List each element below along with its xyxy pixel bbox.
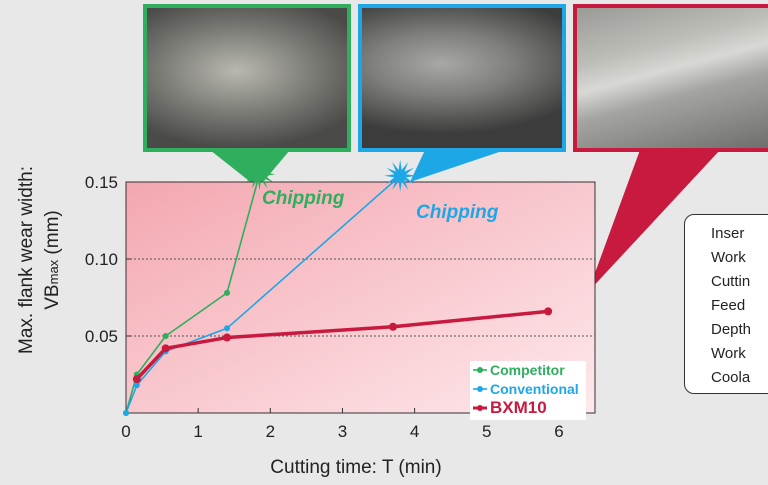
x-tick-label: 0	[121, 422, 130, 441]
conventional-photo-frame	[358, 4, 566, 152]
legend-label: BXM10	[490, 398, 547, 417]
y-tick-label: 0.05	[85, 327, 118, 346]
condition-line: Depth	[711, 321, 752, 338]
series-layer	[123, 174, 553, 416]
data-point	[388, 322, 397, 331]
y-axis-label-line2: VBmax (mm)	[42, 210, 63, 310]
data-point	[132, 375, 141, 384]
data-point	[224, 325, 231, 332]
chipping-burst-icon	[384, 159, 417, 192]
legend-box	[470, 361, 586, 420]
conventional-wear-photo	[362, 8, 562, 148]
condition-line: Work	[711, 345, 746, 362]
y-axis-label-sub: max	[46, 259, 61, 284]
legend-swatch-dot	[477, 405, 483, 411]
condition-line: Work	[711, 249, 746, 266]
data-point	[161, 344, 170, 353]
x-tick-label: 6	[554, 422, 563, 441]
legend-label: Conventional	[490, 381, 579, 397]
x-tick-label: 2	[266, 422, 275, 441]
data-point	[162, 333, 169, 339]
bxm10-callout	[588, 150, 720, 292]
x-tick-label: 3	[338, 422, 347, 441]
data-point	[224, 289, 231, 296]
bxm10-wear-photo	[577, 8, 768, 148]
chipping-label: Chipping	[262, 188, 345, 209]
data-point	[123, 410, 129, 416]
legend-label: Competitor	[490, 362, 565, 378]
legend-swatch-dot	[477, 367, 483, 373]
y-axis-label-vb: VB	[42, 284, 63, 309]
x-axis-label: Cutting time: T (min)	[270, 457, 441, 478]
data-point	[133, 382, 140, 389]
y-axis-label: Max. flank wear width: VBmax (mm)	[16, 166, 63, 354]
x-tick-label: 5	[482, 422, 491, 441]
chipping-label: Chipping	[416, 202, 499, 223]
condition-line: Inser	[711, 225, 745, 242]
conventional-callout	[410, 150, 505, 182]
condition-line: Feed	[711, 297, 746, 314]
data-point	[544, 307, 553, 316]
legend-swatch-dot	[477, 386, 483, 392]
competitor-photo-frame	[143, 4, 351, 152]
y-tick-label: 0.15	[85, 173, 118, 192]
y-axis-label-line1: Max. flank wear width:	[16, 166, 37, 354]
competitor-wear-photo	[147, 8, 347, 148]
annotations: Chipping Chipping	[243, 158, 499, 223]
cutting-conditions-box: Inser Work Cuttin Feed Depth Work Coola	[684, 214, 768, 394]
x-tick-label: 1	[193, 422, 202, 441]
bxm10-photo-frame	[573, 4, 768, 152]
data-point	[223, 333, 232, 342]
x-tick-label: 4	[410, 422, 419, 441]
y-tick-label: 0.10	[85, 250, 118, 269]
condition-line: Cuttin	[711, 273, 751, 290]
y-axis-label-unit: (mm)	[42, 210, 63, 260]
chipping-burst-icon	[243, 158, 276, 191]
condition-line: Coola	[711, 369, 751, 386]
